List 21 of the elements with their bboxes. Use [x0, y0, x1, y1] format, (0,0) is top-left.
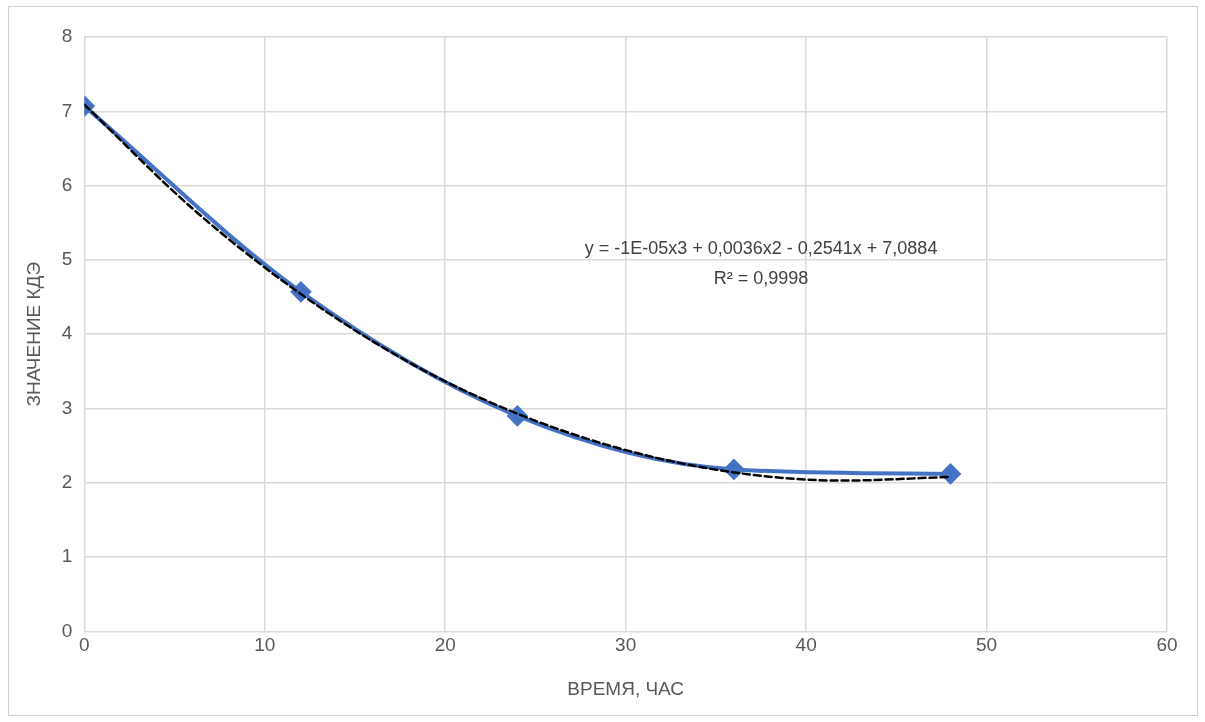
- y-tick-label: 2: [61, 471, 73, 493]
- y-tick-label: 0: [61, 619, 73, 641]
- y-tick-label: 6: [61, 173, 73, 195]
- y-tick-label: 4: [61, 322, 73, 344]
- y-tick-label: 5: [61, 248, 73, 270]
- y-tick-label: 8: [61, 25, 73, 47]
- x-tick-label: 40: [795, 634, 817, 656]
- y-tick-label: 3: [61, 396, 73, 418]
- x-tick-label: 60: [1156, 634, 1178, 656]
- x-tick-label: 50: [975, 634, 998, 656]
- y-tick-label: 7: [61, 99, 73, 121]
- annotation: y = -1E-05x3 + 0,0036x2 - 0,2541x + 7,0884: [584, 237, 938, 258]
- x-tick-label: 30: [615, 634, 637, 656]
- x-tick-label: 10: [254, 634, 276, 656]
- x-axis-title: ВРЕМЯ, ЧАС: [567, 677, 685, 699]
- x-tick-label: 0: [79, 634, 90, 656]
- annotation: R² = 0,9998: [713, 267, 809, 288]
- y-tick-label: 1: [61, 545, 73, 567]
- y-axis-title: ЗНАЧЕНИЕ КДЭ: [22, 261, 44, 407]
- x-tick-label: 20: [434, 634, 456, 656]
- point: [940, 463, 961, 484]
